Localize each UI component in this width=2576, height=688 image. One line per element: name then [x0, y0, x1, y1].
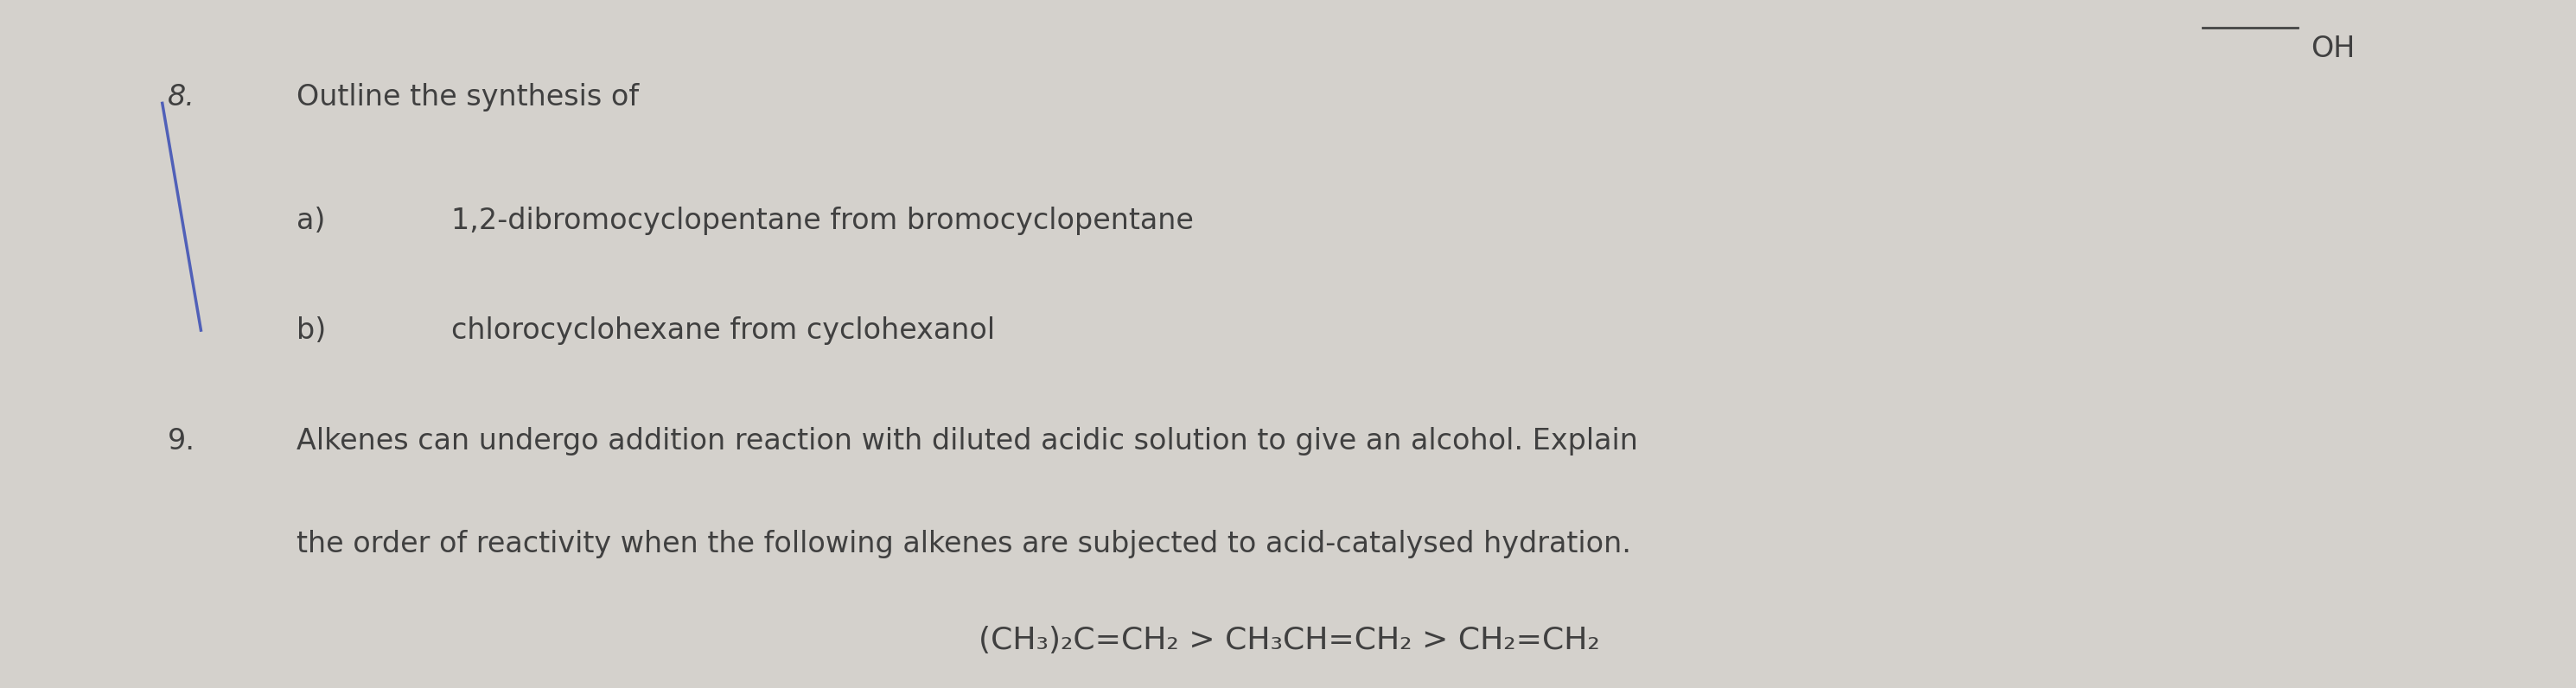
Text: 9.: 9. [167, 427, 196, 455]
Text: b): b) [296, 316, 325, 345]
Text: a): a) [296, 206, 325, 235]
Text: OH: OH [2311, 34, 2354, 63]
Text: Alkenes can undergo addition reaction with diluted acidic solution to give an al: Alkenes can undergo addition reaction wi… [296, 427, 1638, 455]
Text: 1,2-dibromocyclopentane from bromocyclopentane: 1,2-dibromocyclopentane from bromocyclop… [451, 206, 1193, 235]
Text: chlorocyclohexane from cyclohexanol: chlorocyclohexane from cyclohexanol [451, 316, 994, 345]
Text: the order of reactivity when the following alkenes are subjected to acid-catalys: the order of reactivity when the followi… [296, 530, 1631, 558]
Text: 8.: 8. [167, 83, 196, 111]
Text: Outline the synthesis of: Outline the synthesis of [296, 83, 639, 111]
Text: (CH₃)₂C=CH₂ > CH₃CH=CH₂ > CH₂=CH₂: (CH₃)₂C=CH₂ > CH₃CH=CH₂ > CH₂=CH₂ [979, 626, 1600, 656]
